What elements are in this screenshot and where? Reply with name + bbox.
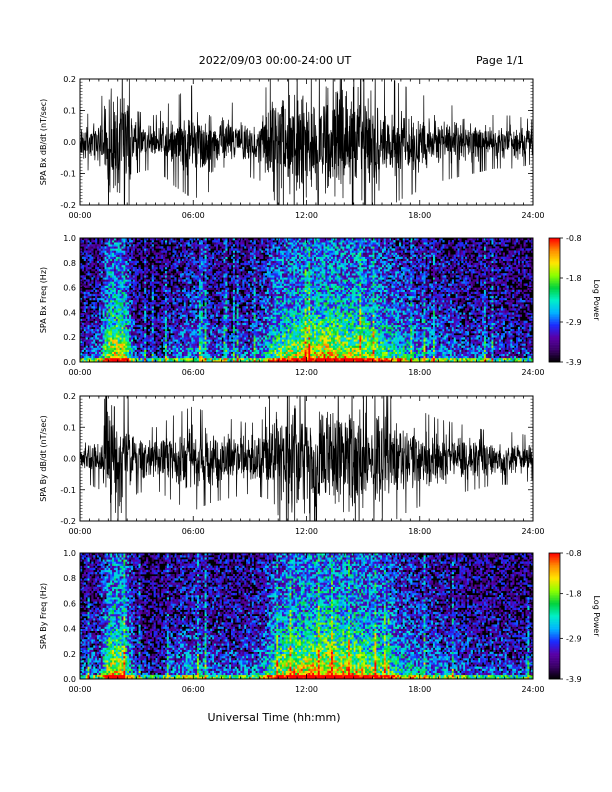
y-tick-label: 0.2 xyxy=(63,650,76,659)
x-tick-label: 24:00 xyxy=(521,685,544,694)
x-tick-label: 24:00 xyxy=(521,527,544,536)
x-tick-label: 24:00 xyxy=(521,211,544,220)
y-axis-title: SPA Bx dB/dt (nT/sec) xyxy=(39,99,48,186)
colorbar-tick-label: -1.8 xyxy=(566,590,582,599)
y-tick-label: 0.2 xyxy=(63,392,76,401)
x-tick-label: 06:00 xyxy=(182,685,205,694)
x-tick-label: 06:00 xyxy=(182,368,205,377)
colorbar-label: Log Power xyxy=(592,279,601,321)
y-tick-label: -0.1 xyxy=(60,170,76,179)
y-tick-label: 0.0 xyxy=(63,675,76,684)
y-axis-title: SPA By Freq (Hz) xyxy=(39,583,48,649)
x-tick-label: 12:00 xyxy=(295,211,318,220)
x-tick-label: 18:00 xyxy=(408,685,431,694)
x-axis-title: Universal Time (hh:mm) xyxy=(208,711,341,724)
x-tick-label: 00:00 xyxy=(68,368,91,377)
page-number: Page 1/1 xyxy=(476,54,524,67)
x-tick-label: 12:00 xyxy=(295,368,318,377)
y-axis-title: SPA By dB/dt (nT/sec) xyxy=(39,415,48,502)
colorbar-label: Log Power xyxy=(592,595,601,637)
colorbar: -0.8 -1.8 -2.9 -3.9 Log Power xyxy=(548,234,601,367)
y-tick-label: -0.1 xyxy=(60,486,76,495)
by-waveform-panel: 00:00 06:00 12:00 18:00 24:00 0.2 0.1 0.0 -0.1 -0… xyxy=(39,392,545,536)
y-tick-label: 0.8 xyxy=(63,259,76,268)
y-tick-label: 0.4 xyxy=(63,625,76,634)
y-tick-label: 0.6 xyxy=(63,599,76,608)
by-waveform-plot-area xyxy=(80,396,533,521)
y-tick-label: -0.2 xyxy=(60,201,76,210)
y-tick-label: 0.2 xyxy=(63,75,76,84)
y-tick-label: 0.4 xyxy=(63,308,76,317)
x-tick-label: 00:00 xyxy=(68,211,91,220)
colorbar-tick-label: -0.8 xyxy=(566,234,582,243)
x-tick-label: 18:00 xyxy=(408,368,431,377)
bx-spectrogram-panel: -0.8 -1.8 -2.9 -3.9 Log Power 00:00 06:00 12:00… xyxy=(39,234,601,377)
colorbar: -0.8 -1.8 -2.9 -3.9 Log Power xyxy=(548,549,601,684)
colorbar-tick-label: -3.9 xyxy=(566,358,582,367)
panels: 00:00 06:00 12:00 18:00 24:00 0.2 0.1 0.0 -0.1 -0… xyxy=(39,75,601,694)
y-tick-label: 1.0 xyxy=(63,549,76,558)
by-spectrogram-plot-area xyxy=(80,553,533,679)
y-tick-label: 0.0 xyxy=(63,455,76,464)
y-axis-title: SPA Bx Freq (Hz) xyxy=(39,267,48,333)
colorbar-tick-label: -3.9 xyxy=(566,675,582,684)
y-tick-label: 0.1 xyxy=(63,107,76,116)
y-tick-label: -0.2 xyxy=(60,517,76,526)
y-tick-label: 1.0 xyxy=(63,234,76,243)
y-tick-label: 0.2 xyxy=(63,333,76,342)
y-tick-label: 0.0 xyxy=(63,138,76,147)
x-tick-label: 00:00 xyxy=(68,527,91,536)
x-tick-label: 06:00 xyxy=(182,527,205,536)
x-tick-label: 18:00 xyxy=(408,527,431,536)
page-title: 2022/09/03 00:00-24:00 UT xyxy=(199,54,352,67)
bx-waveform-panel: 00:00 06:00 12:00 18:00 24:00 0.2 0.1 0.0 -0.1 -0… xyxy=(39,75,545,220)
colorbar-tick-label: -2.9 xyxy=(566,634,582,643)
y-tick-label: 0.1 xyxy=(63,423,76,432)
waveform-trace xyxy=(80,396,533,521)
x-tick-label: 06:00 xyxy=(182,211,205,220)
waveform-trace xyxy=(80,79,533,205)
y-tick-label: 0.8 xyxy=(63,574,76,583)
x-tick-label: 12:00 xyxy=(295,527,318,536)
colorbar-tick-label: -1.8 xyxy=(566,274,582,283)
colorbar-tick-label: -2.9 xyxy=(566,318,582,327)
x-tick-label: 18:00 xyxy=(408,211,431,220)
by-spectrogram-panel: -0.8 -1.8 -2.9 -3.9 Log Power 00:00 06:00 12:00… xyxy=(39,549,601,694)
x-tick-label: 24:00 xyxy=(521,368,544,377)
y-tick-label: 0.0 xyxy=(63,358,76,367)
x-tick-label: 00:00 xyxy=(68,685,91,694)
bx-waveform-plot-area xyxy=(80,79,533,205)
x-tick-label: 12:00 xyxy=(295,685,318,694)
colorbar-tick-label: -0.8 xyxy=(566,549,582,558)
bx-spectrogram-plot-area xyxy=(80,238,533,362)
y-tick-label: 0.6 xyxy=(63,284,76,293)
